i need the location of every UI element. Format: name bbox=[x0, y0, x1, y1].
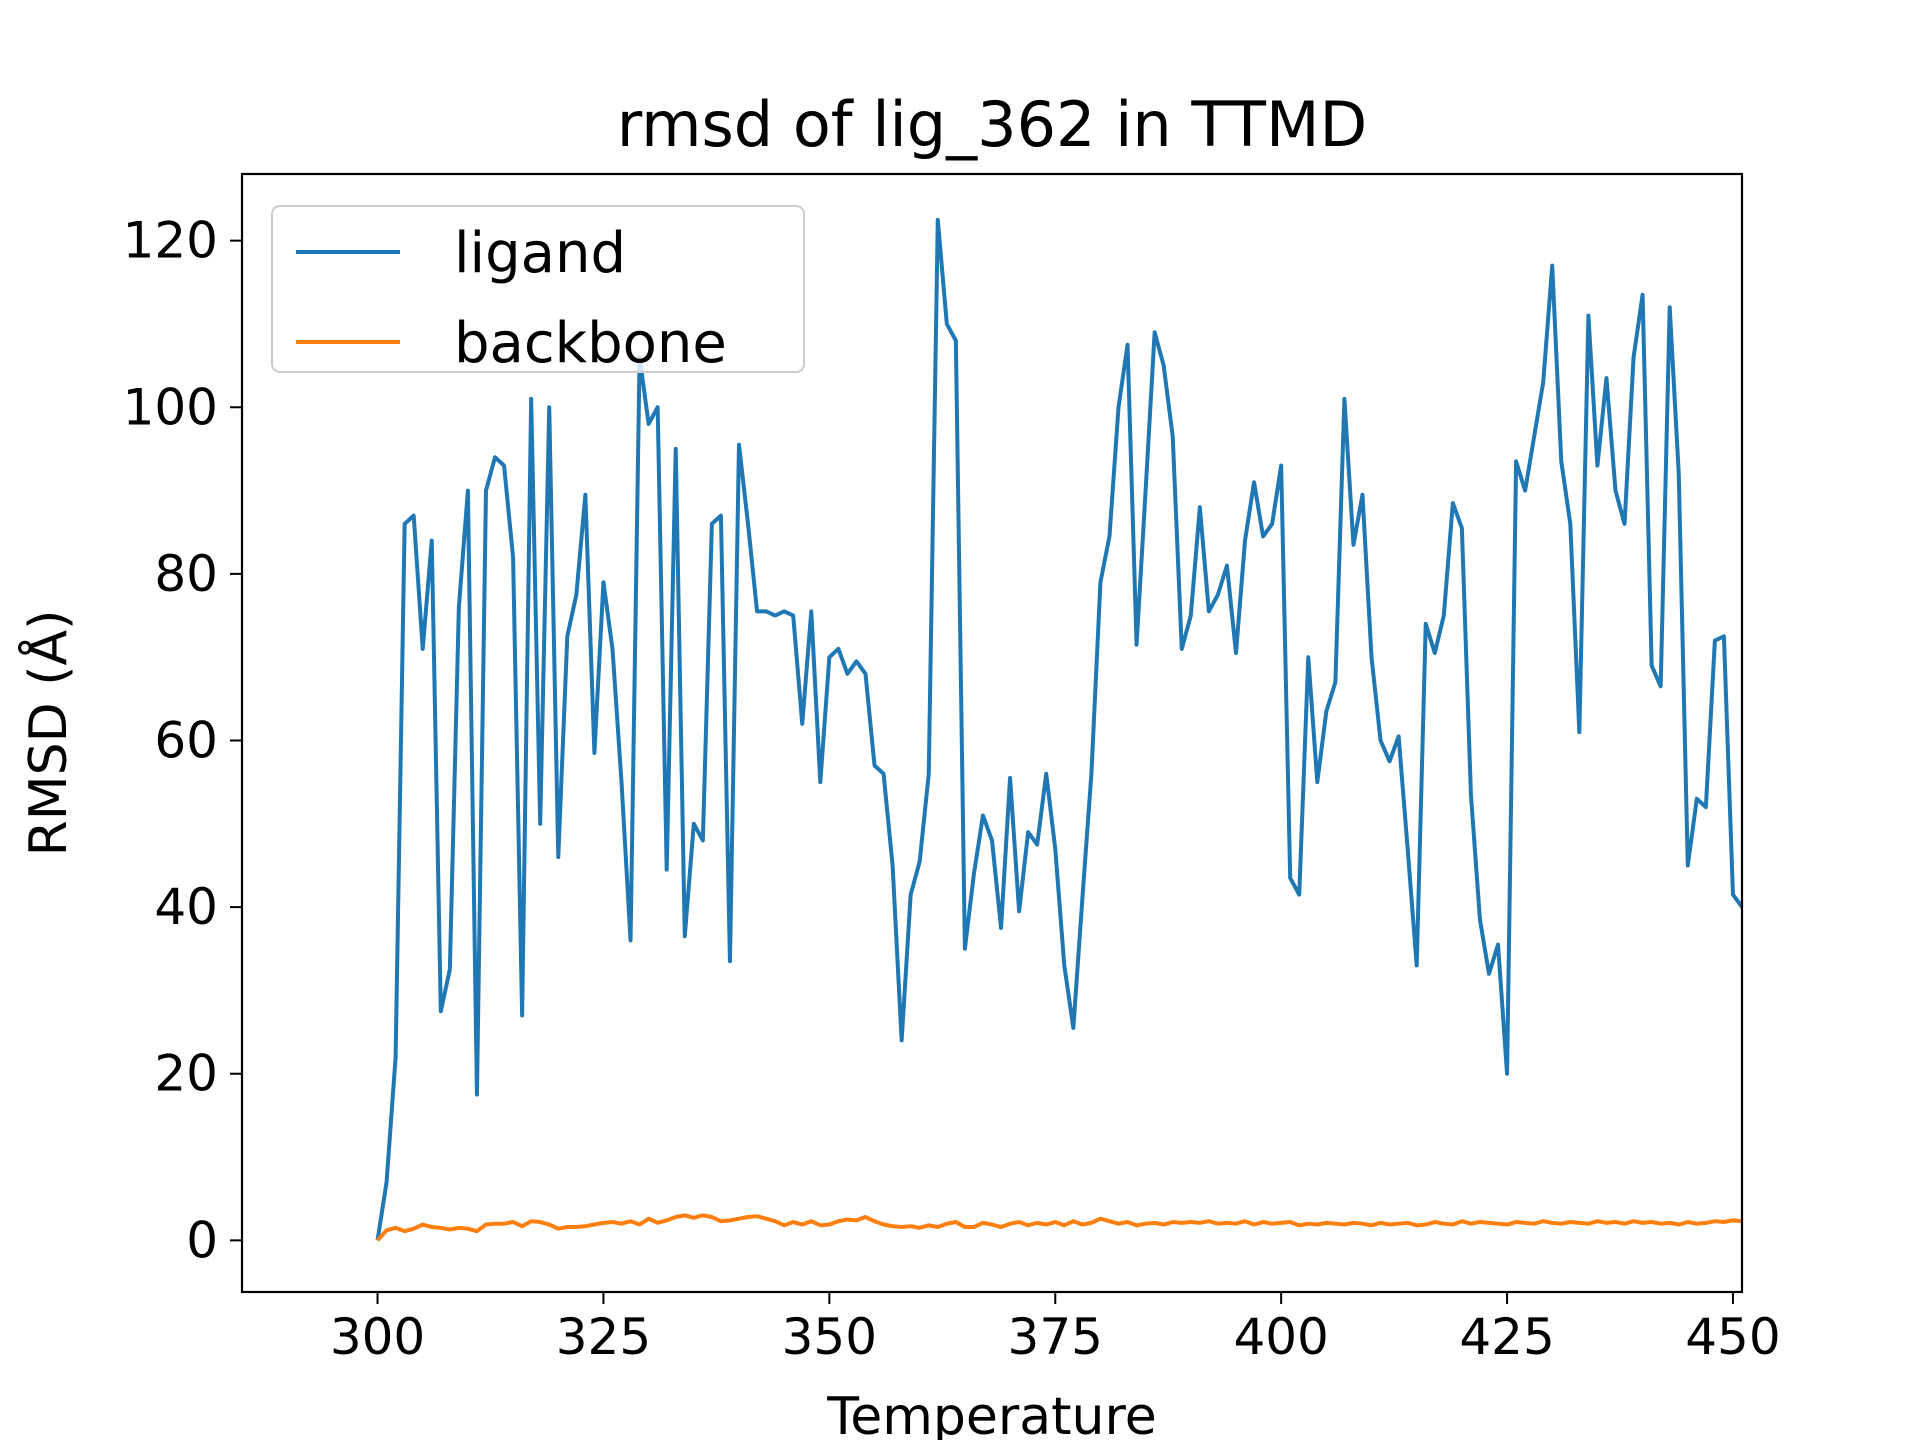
legend-box bbox=[271, 205, 805, 373]
x-axis-ticks: 300 325 350 375 400 425 450 bbox=[330, 1292, 1781, 1366]
series-layer bbox=[375, 217, 1744, 1242]
y-axis-title: RMSD (Å) bbox=[17, 610, 79, 857]
y-tick-label: 20 bbox=[154, 1045, 218, 1103]
x-tick-label: 350 bbox=[782, 1308, 877, 1366]
y-axis-ticks: 0 20 40 60 80 100 120 bbox=[123, 212, 242, 1269]
legend-label-backbone: backbone bbox=[454, 311, 727, 376]
y-tick-label: 60 bbox=[154, 711, 218, 769]
legend-label-ligand: ligand bbox=[454, 221, 626, 286]
legend: ligand backbone bbox=[271, 205, 805, 376]
y-tick-label: 40 bbox=[154, 878, 218, 936]
plot-frame bbox=[240, 172, 1744, 1294]
x-tick-label: 425 bbox=[1459, 1308, 1554, 1366]
series-line-backbone bbox=[376, 1213, 1743, 1242]
y-tick-label: 0 bbox=[186, 1211, 218, 1269]
y-tick-label: 80 bbox=[154, 545, 218, 603]
y-tick-label: 120 bbox=[123, 212, 218, 270]
x-tick-label: 375 bbox=[1008, 1308, 1103, 1366]
x-tick-label: 400 bbox=[1233, 1308, 1328, 1366]
series-line-ligand bbox=[375, 217, 1744, 1241]
x-tick-label: 325 bbox=[556, 1308, 651, 1366]
x-tick-label: 450 bbox=[1685, 1308, 1780, 1366]
chart-title: rmsd of lig_362 in TTMD bbox=[617, 88, 1368, 161]
x-axis-title: Temperature bbox=[826, 1387, 1156, 1440]
y-tick-label: 100 bbox=[123, 378, 218, 436]
x-tick-label: 300 bbox=[330, 1308, 425, 1366]
